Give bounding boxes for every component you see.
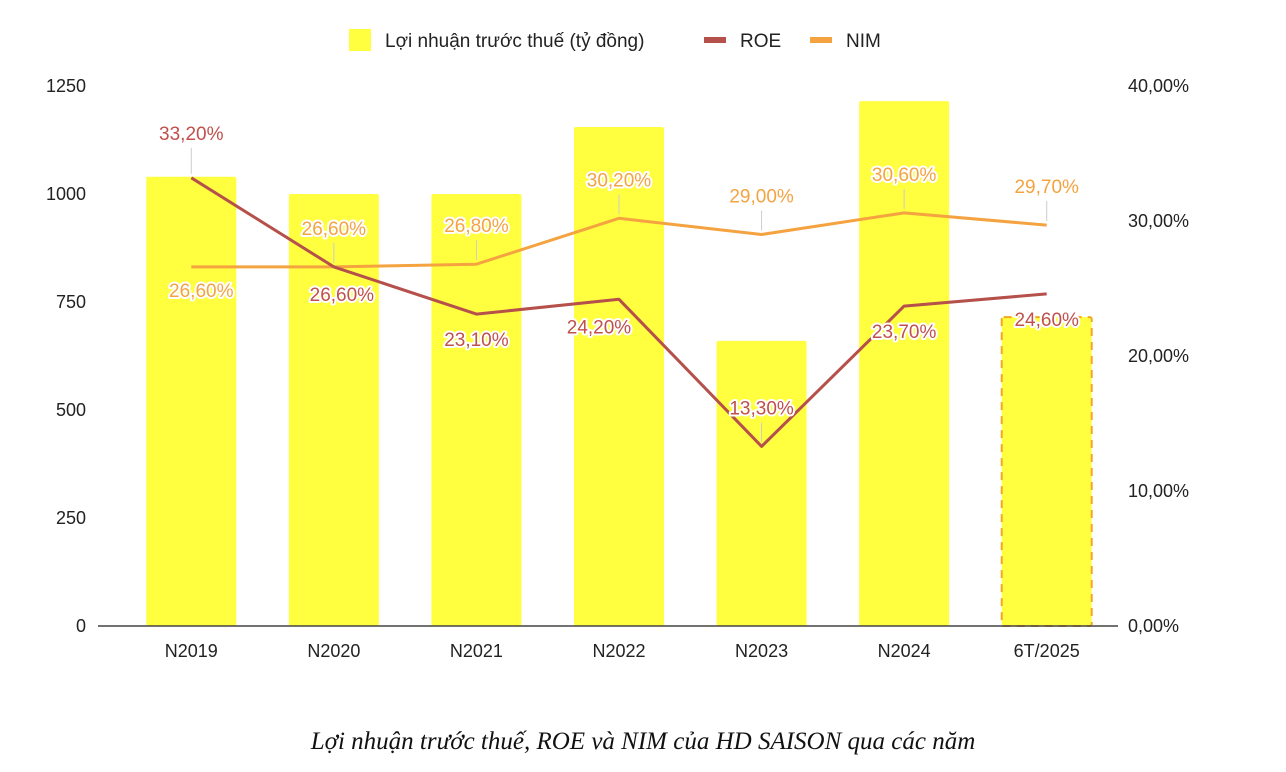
bar-6T/2025 (1000, 316, 1093, 627)
left-tick-label: 0 (76, 616, 86, 636)
right-tick-label: 0,00% (1128, 616, 1179, 636)
nim-data-label: 29,00% (729, 187, 794, 208)
x-tick-label: N2021 (450, 641, 503, 661)
right-tick-label: 10,00% (1128, 481, 1189, 501)
left-axis: 0 250 500 750 1000 1250 (46, 76, 86, 636)
legend-label-2: NIM (846, 31, 881, 52)
legend-label-0: Lợi nhuận trước thuế (tỷ đồng) (385, 31, 644, 52)
right-tick-label: 20,00% (1128, 346, 1189, 366)
nim-data-label: 30,60% (872, 165, 937, 186)
legend-swatch-bar (349, 29, 371, 51)
combo-chart: Lợi nhuận trước thuế (tỷ đồng) ROE NIM 0 25… (46, 29, 1189, 661)
left-tick-label: 750 (56, 292, 86, 312)
right-axis: 0,00% 10,00% 20,00% 30,00% 40,00% (1128, 76, 1189, 636)
left-tick-label: 1250 (46, 76, 86, 96)
right-tick-label: 30,00% (1128, 211, 1189, 231)
roe-data-label: 24,20% (567, 317, 632, 338)
x-tick-label: N2020 (307, 641, 360, 661)
nim-data-label: 29,70% (1014, 177, 1079, 198)
x-tick-label: N2019 (165, 641, 218, 661)
x-tick-label: N2023 (735, 641, 788, 661)
nim-data-label: 26,60% (302, 219, 367, 240)
legend-swatch-roe (704, 37, 726, 43)
bar-series (146, 101, 1093, 627)
line-series (190, 176, 1047, 448)
nim-data-label: 30,20% (587, 170, 652, 191)
bar-N2021 (431, 194, 522, 626)
bar-N2019 (146, 176, 237, 626)
roe-data-label: 23,70% (872, 322, 937, 343)
roe-data-label: 24,60% (1014, 310, 1079, 331)
x-axis: N2019 N2020 N2021 N2022 N2023 N2024 6T/2025 (165, 641, 1080, 661)
nim-data-label: 26,60% (169, 281, 234, 302)
chart-legend: Lợi nhuận trước thuế (tỷ đồng) ROE NIM (349, 29, 881, 52)
bar-N2023 (716, 340, 807, 626)
left-tick-label: 1000 (46, 184, 86, 204)
roe-data-label: 33,20% (159, 124, 224, 145)
nim-data-label: 26,80% (444, 216, 509, 237)
roe-data-label: 26,60% (310, 285, 375, 306)
roe-line (190, 176, 1047, 448)
data-labels: 26,60% 26,60% 26,80% 30,20% 29,00% 30,60% 29,7… (157, 122, 1081, 443)
legend-swatch-nim (810, 37, 832, 43)
x-tick-label: N2022 (592, 641, 645, 661)
left-tick-label: 250 (56, 508, 86, 528)
bar-N2022 (574, 127, 664, 626)
x-tick-label: N2024 (878, 641, 931, 661)
roe-data-label: 13,30% (729, 398, 794, 419)
legend-label-1: ROE (740, 31, 781, 52)
right-tick-label: 40,00% (1128, 76, 1189, 96)
x-tick-label: 6T/2025 (1014, 641, 1080, 661)
chart-caption: Lợi nhuận trước thuế, ROE và NIM của HD … (310, 728, 976, 755)
bar-N2020 (288, 194, 379, 626)
left-tick-label: 500 (56, 400, 86, 420)
bar-N2024 (859, 101, 950, 627)
roe-data-label: 23,10% (444, 330, 509, 351)
